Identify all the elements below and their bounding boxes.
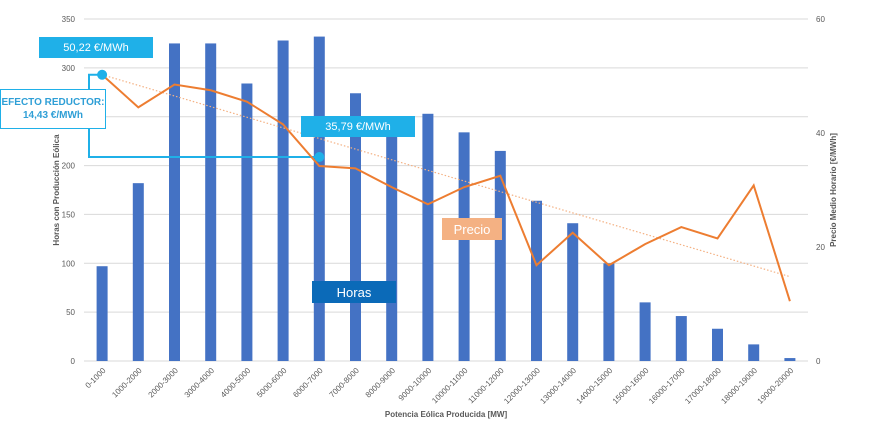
x-tick-label: 10000-11000: [430, 366, 470, 406]
x-tick-label: 16000-17000: [647, 366, 687, 406]
x-tick-label: 8000-9000: [364, 366, 398, 400]
x-tick-label: 17000-18000: [683, 366, 723, 406]
y-right-tick-label: 20: [816, 243, 825, 252]
x-tick-label: 4000-5000: [219, 366, 253, 400]
bar-horas: [422, 113, 434, 361]
x-tick-label: 13000-14000: [538, 366, 578, 406]
reduction-callout-line1: EFECTO REDUCTOR:: [1, 97, 105, 108]
x-tick-label: 14000-15000: [575, 366, 615, 406]
bar-horas: [313, 36, 325, 362]
x-tick-label: 6000-7000: [291, 366, 325, 400]
line-series-precio: [97, 69, 791, 302]
y-axis-title: Horas con Producción Eólica: [52, 134, 61, 246]
x-tick-label: 2000-3000: [146, 366, 180, 400]
reduction-callout: EFECTO REDUCTOR: 14,43 €/MWh: [0, 89, 106, 129]
x-tick-label: 0-1000: [84, 366, 108, 390]
x-tick-label: 5000-6000: [255, 366, 289, 400]
y-tick-label: 300: [62, 64, 76, 73]
bar-horas: [784, 358, 796, 361]
bar-horas: [96, 266, 108, 361]
y-axis-right-title: Precio Medio Horario [€/MWh]: [829, 133, 838, 247]
x-tick-label: 15000-16000: [611, 366, 651, 406]
y-tick-label: 150: [62, 210, 76, 219]
bar-horas: [277, 40, 289, 362]
price-high-callout: 50,22 €/MWh: [39, 37, 153, 58]
bar-horas: [386, 126, 398, 361]
bar-horas: [712, 328, 723, 361]
horas-series-label: Horas: [312, 281, 396, 303]
x-tick-label: 1000-2000: [110, 366, 144, 400]
bar-series-horas: [96, 36, 796, 362]
x-tick-label: 7000-8000: [327, 366, 361, 400]
bar-horas: [205, 43, 217, 362]
y-tick-label: 350: [62, 15, 76, 24]
reduction-callout-line2: 14,43 €/MWh: [22, 110, 84, 121]
bar-horas: [169, 43, 180, 362]
bar-horas: [639, 302, 651, 361]
line-precio: [101, 74, 791, 302]
x-tick-label: 9000-10000: [397, 366, 434, 403]
price-low-callout: 35,79 €/MWh: [301, 116, 415, 137]
bar-horas: [241, 83, 253, 362]
marker-price-low: [314, 151, 325, 162]
bar-horas: [675, 316, 687, 361]
marker-price-high: [97, 69, 108, 80]
gridlines: [84, 18, 808, 362]
bar-horas: [748, 344, 760, 361]
x-tick-label: 19000-20000: [756, 366, 796, 406]
bar-horas: [567, 223, 579, 361]
bar-horas: [603, 263, 615, 361]
bar-horas: [531, 200, 542, 361]
y-right-tick-label: 40: [816, 129, 825, 138]
trendline: [101, 74, 791, 278]
bar-horas: [350, 93, 361, 362]
x-tick-label: 11000-12000: [466, 366, 506, 406]
y-tick-label: 200: [62, 162, 76, 171]
bar-horas: [132, 183, 144, 361]
y-tick-label: 50: [66, 308, 75, 317]
x-tick-label: 18000-19000: [719, 366, 759, 406]
x-tick-label: 12000-13000: [502, 366, 542, 406]
y-right-tick-label: 0: [816, 357, 821, 366]
bar-horas: [458, 132, 470, 361]
precio-series-label: Precio: [442, 218, 502, 240]
bar-horas: [494, 150, 506, 361]
y-tick-label: 0: [71, 357, 76, 366]
x-tick-label: 3000-4000: [183, 366, 217, 400]
trendline-precio: [101, 74, 791, 278]
x-axis-title: Potencia Eólica Producida [MW]: [385, 410, 508, 419]
y-right-tick-label: 60: [816, 15, 825, 24]
y-tick-label: 100: [62, 259, 76, 268]
